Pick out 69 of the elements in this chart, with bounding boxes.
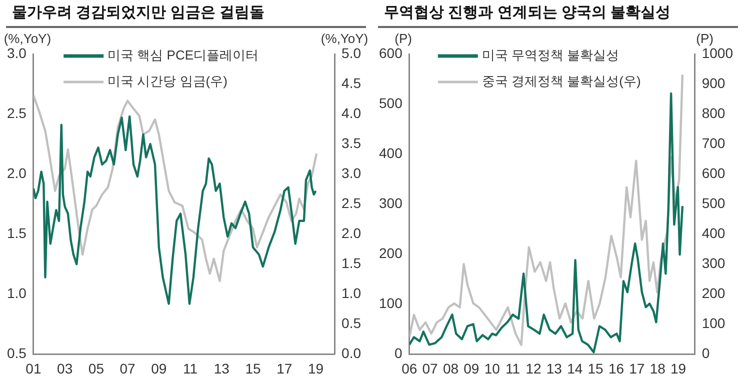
x-tick-label: 17	[629, 360, 645, 376]
y-tick-label: 0	[394, 345, 403, 362]
x-tick-label: 08	[442, 360, 459, 376]
x-tick-label: 17	[276, 360, 292, 376]
chart-title: 물가우려 경감되었지만 임금은 걸림돌	[6, 0, 366, 28]
x-tick-label: 15	[588, 360, 604, 376]
y-tick-label: 1.0	[6, 285, 27, 302]
y2-tick-label: 700	[702, 134, 726, 151]
x-tick-label: 11	[183, 360, 198, 376]
y2-tick-label: 1000	[702, 44, 734, 61]
y2-tick-label: 100	[702, 315, 726, 332]
y2-tick-label: 200	[702, 285, 726, 302]
y2-tick-label: 300	[702, 255, 726, 271]
y-tick-label: 600	[379, 44, 403, 61]
y2-tick-label: 3.0	[342, 164, 362, 181]
chart-title: 무역협상 진행과 연계되는 양국의 불확실성	[378, 0, 738, 28]
x-tick-label: 19	[670, 360, 686, 376]
legend-label: 미국 핵심 PCE디플레이터	[108, 48, 259, 63]
x-tick-label: 10	[484, 360, 500, 376]
x-tick-label: 12	[526, 360, 542, 376]
y2-tick-label: 500	[702, 194, 726, 211]
y2-tick-label: 3.5	[342, 134, 362, 151]
x-tick-label: 14	[567, 360, 583, 376]
y-tick-label: 1.5	[6, 224, 27, 241]
y-tick-label: 500	[379, 94, 403, 111]
x-tick-label: 11	[506, 360, 520, 376]
y2-tick-label: 2.0	[342, 224, 362, 241]
y2-tick-label: 1.5	[342, 255, 362, 271]
y2-tick-label: 1.0	[342, 285, 362, 302]
x-tick-label: 15	[245, 360, 261, 376]
y-tick-label: 300	[379, 194, 403, 211]
x-tick-label: 19	[308, 360, 324, 376]
x-tick-label: 13	[546, 360, 562, 376]
legend-label: 미국 시간당 임금(우)	[108, 74, 228, 89]
y2-tick-label: 4.0	[342, 104, 362, 121]
y2-tick-label: 5.0	[342, 44, 362, 61]
x-tick-label: 05	[88, 360, 104, 376]
y2-tick-label: 2.5	[342, 194, 362, 211]
y2-axis-title: (%,YoY)	[320, 31, 368, 46]
x-tick-label: 16	[608, 360, 624, 376]
x-tick-label: 06	[402, 360, 418, 376]
y2-tick-label: 0	[702, 345, 710, 362]
y-tick-label: 2.5	[6, 104, 27, 121]
y2-tick-label: 400	[702, 224, 726, 241]
y2-axis-title: (P)	[696, 31, 714, 46]
y-tick-label: 0.5	[6, 345, 27, 362]
y2-tick-label: 900	[702, 74, 726, 91]
x-tick-label: 07	[422, 360, 438, 376]
y-tick-label: 100	[379, 295, 403, 312]
y2-tick-label: 0.0	[342, 345, 362, 362]
y-tick-label: 3.0	[6, 44, 27, 61]
x-tick-label: 09	[151, 360, 167, 376]
y-tick-label: 400	[379, 144, 403, 161]
legend-label: 미국 무역정책 불확실성	[482, 48, 620, 63]
y-tick-label: 2.0	[6, 164, 27, 181]
x-tick-label: 01	[26, 360, 42, 376]
x-tick-label: 13	[214, 360, 230, 376]
y2-tick-label: 600	[702, 164, 726, 181]
y-axis-title: (%,YoY)	[4, 31, 52, 46]
x-tick-label: 09	[464, 360, 480, 376]
x-tick-label: 03	[57, 360, 73, 376]
y2-tick-label: 800	[702, 104, 726, 121]
x-tick-label: 18	[650, 360, 666, 376]
y2-tick-label: 0.5	[342, 315, 362, 332]
y-axis-title: (P)	[394, 31, 412, 46]
legend-label: 중국 경제정책 불확실성(우)	[482, 74, 641, 89]
x-tick-label: 07	[120, 360, 136, 376]
y-tick-label: 200	[379, 244, 403, 261]
y2-tick-label: 4.5	[342, 74, 362, 91]
